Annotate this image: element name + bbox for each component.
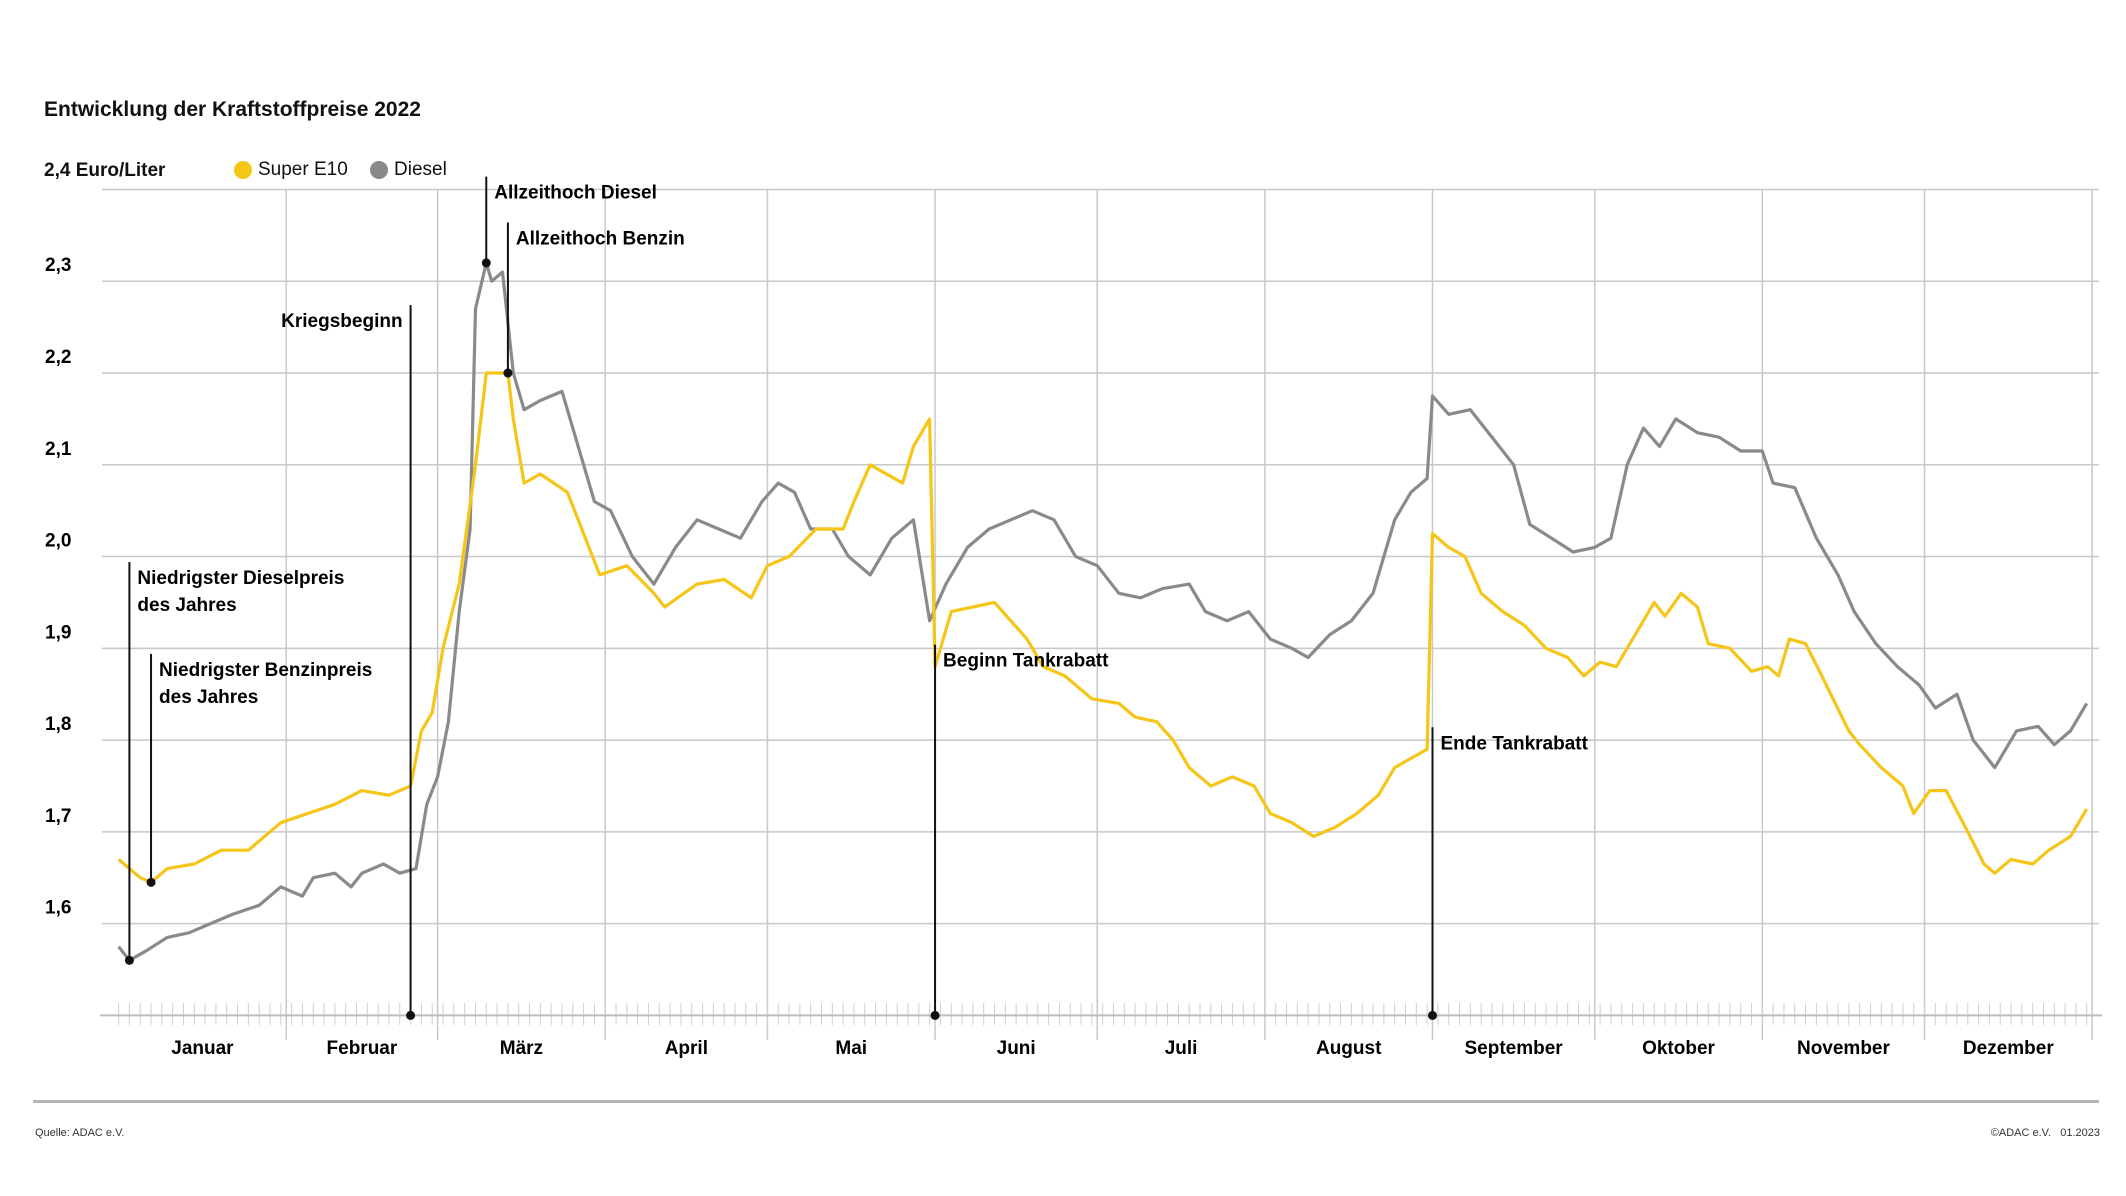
y-tick-label: 1,8	[45, 714, 71, 735]
series-line-super-e10	[117, 371, 2089, 884]
annotation-label: des Jahres	[159, 687, 258, 708]
legend-label-diesel: Diesel	[394, 159, 447, 180]
legend-swatch-diesel	[370, 161, 388, 179]
y-tick-label: 2,3	[45, 255, 71, 276]
annotation-marker	[406, 1010, 416, 1020]
x-tick-label: November	[1797, 1038, 1891, 1059]
annotation-marker	[503, 368, 513, 378]
annotation-label: Allzeithoch Benzin	[516, 229, 685, 250]
x-tick-label: Juni	[997, 1038, 1036, 1059]
copyright-note: ©ADAC e.V. 01.2023	[1990, 1127, 2100, 1139]
legend-label-super-e10: Super E10	[258, 159, 348, 180]
annotation-label: Niedrigster Benzinpreis	[159, 660, 372, 681]
legend-item-diesel: Diesel	[370, 159, 447, 181]
annotation-marker	[1428, 1010, 1438, 1020]
y-axis-top-label: 2,4 Euro/Liter	[44, 160, 166, 181]
annotation-marker	[930, 1010, 940, 1020]
annotation-marker	[146, 877, 156, 887]
x-tick-label: August	[1316, 1038, 1382, 1059]
annotation-label: Beginn Tankrabatt	[943, 651, 1109, 672]
x-tick-label: Mai	[835, 1038, 867, 1059]
legend-item-super-e10: Super E10	[234, 159, 348, 181]
x-tick-label: Januar	[171, 1038, 234, 1059]
chart-title: Entwicklung der Kraftstoffpreise 2022	[44, 98, 421, 121]
annotation-label: Niedrigster Dieselpreis	[137, 568, 344, 589]
x-tick-label: Oktober	[1642, 1038, 1715, 1059]
x-tick-label: Dezember	[1963, 1038, 2054, 1059]
source-note: Quelle: ADAC e.V.	[35, 1127, 125, 1139]
annotation-label: des Jahres	[137, 595, 236, 616]
y-tick-label: 1,9	[45, 622, 71, 643]
y-tick-label: 1,6	[45, 898, 71, 919]
annotation-label: Allzeithoch Diesel	[494, 183, 657, 204]
annotation-marker	[124, 955, 134, 965]
y-tick-label: 2,0	[45, 531, 71, 552]
legend-swatch-super-e10	[234, 161, 252, 179]
annotation-label: Ende Tankrabatt	[1441, 733, 1589, 754]
footer-divider	[33, 1100, 2099, 1103]
annotation-label: Kriegsbeginn	[281, 311, 402, 332]
y-tick-label: 2,1	[45, 439, 72, 460]
x-tick-label: April	[665, 1038, 708, 1059]
y-tick-label: 2,2	[45, 347, 71, 368]
series-line-diesel	[117, 261, 2089, 962]
x-tick-label: März	[500, 1038, 543, 1059]
y-tick-label: 1,7	[45, 806, 71, 827]
x-tick-label: Februar	[327, 1038, 398, 1059]
x-tick-label: Juli	[1165, 1038, 1198, 1059]
annotation-marker	[481, 258, 491, 268]
x-tick-label: September	[1465, 1038, 1564, 1059]
